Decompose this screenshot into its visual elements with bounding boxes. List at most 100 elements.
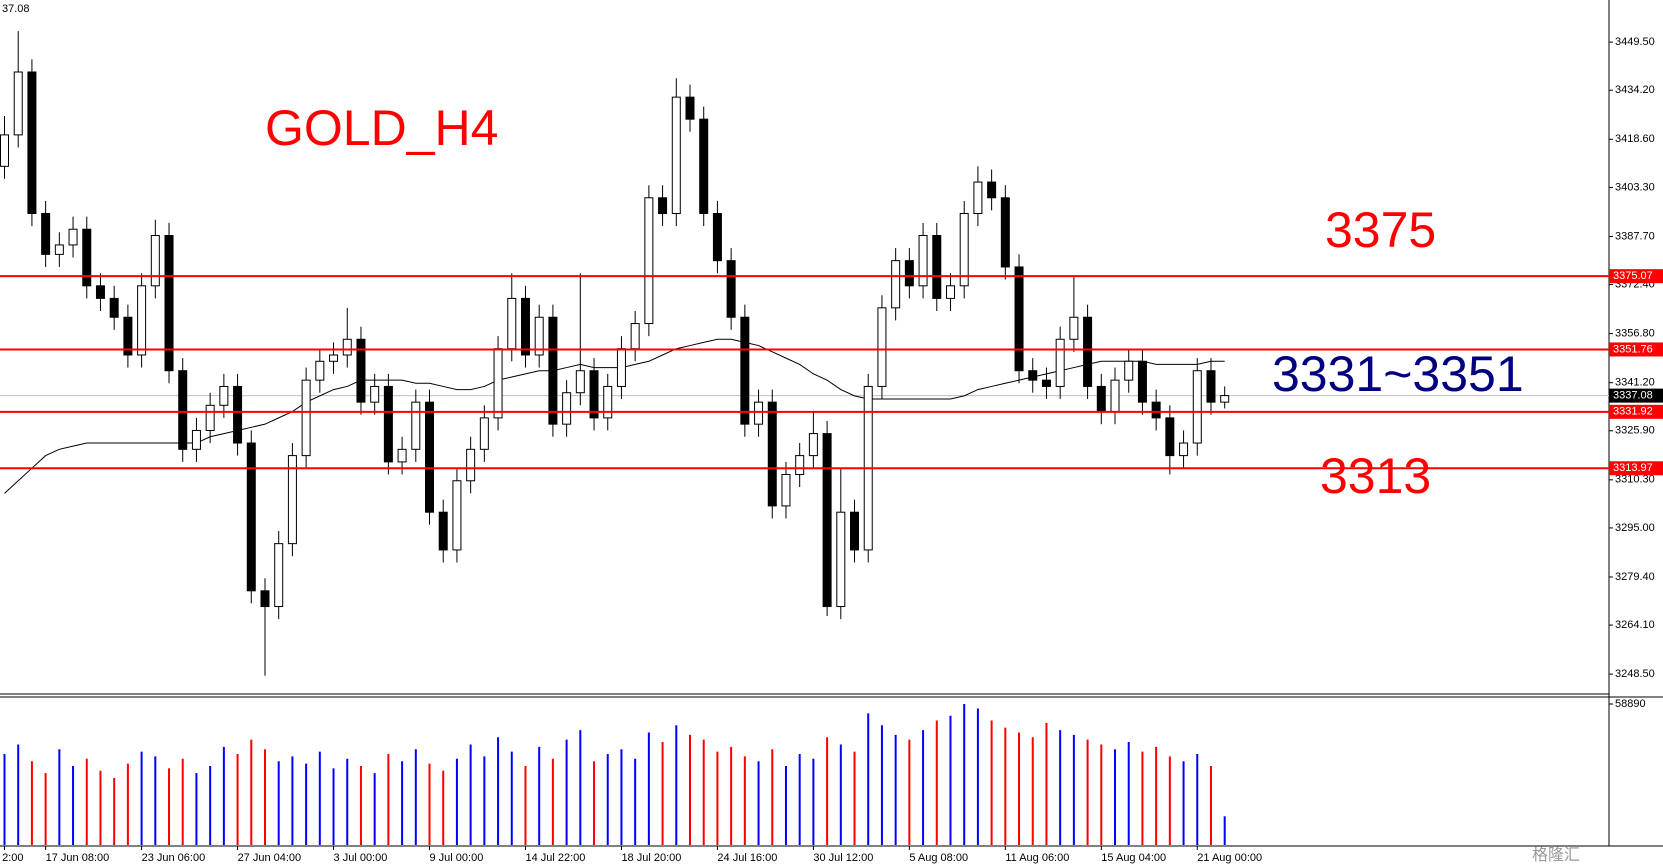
y-tick-label: 3264.10 [1615,619,1655,631]
y-tick-label: 3403.30 [1615,181,1655,193]
candle-body [740,316,750,425]
candle-body [877,307,887,387]
candle-body [1028,370,1038,381]
x-tick-label: 24 Jul 16:00 [717,852,777,864]
candle-body [658,197,668,214]
candle-body [1137,360,1147,403]
candle-body [438,511,448,551]
y-tick-label: 3295.00 [1615,522,1655,534]
y-tick-label: 3248.50 [1615,668,1655,680]
candle-body [1096,385,1106,413]
candle-body [671,96,681,214]
candle-body [781,473,791,507]
candle-body [534,316,544,356]
candle-body [452,480,462,551]
candle-body [1179,442,1189,457]
candle-body [1220,395,1230,403]
y-tick-label: 3279.40 [1615,571,1655,583]
candle-body [68,228,78,246]
annotation: 3331~3351 [1272,346,1524,402]
candle-body [1165,417,1175,457]
level-label: 3375.07 [1613,270,1653,282]
annotation: 3375 [1325,202,1436,258]
candle-body [479,417,489,450]
candle-body [315,360,325,381]
y-tick-label: 3341.20 [1615,377,1655,389]
candle-body [301,379,311,457]
y-tick-label: 3325.90 [1615,425,1655,437]
last-price-box [1609,388,1663,403]
y-tick-label: 3310.30 [1615,474,1655,486]
candle-body [575,370,585,394]
candle-body [137,285,147,356]
candle-body [1206,370,1216,403]
candle-body [959,212,969,287]
candle-body [342,338,352,356]
x-tick-label: 23 Jun 06:00 [142,852,206,864]
level-label: 3331.92 [1613,406,1653,418]
candle-body [411,401,421,450]
candle-body [836,511,846,608]
x-tick-label: 5 Aug 08:00 [909,852,968,864]
volume-tick-label: 58890 [1615,698,1646,710]
candle-body [397,448,407,463]
candle-body [425,401,435,513]
candle-body [1124,360,1134,381]
x-tick-label: 18 Jul 20:00 [621,852,681,864]
candle-body [260,590,270,608]
candle-body [754,401,764,425]
candle-body [630,323,640,350]
candle-body [1192,370,1202,444]
chart-title: GOLD_H4 [265,100,498,156]
candle-body [562,392,572,425]
candle-body [520,297,530,356]
y-tick-label: 3356.80 [1615,328,1655,340]
candle-body [13,71,23,136]
candle-body [329,354,339,362]
x-tick-label: 11 Aug 06:00 [1005,852,1069,864]
candle-body [685,96,695,120]
candle-body [205,404,215,431]
candle-body [850,511,860,551]
candle-body [918,235,928,287]
candle-body [370,385,380,403]
y-tick-label: 3387.70 [1615,230,1655,242]
candle-body [0,134,9,167]
candle-body [493,348,503,419]
candle-body [1000,197,1010,268]
candle-body [109,297,119,318]
candle-body [178,370,188,450]
candle-body [822,433,832,608]
candle-body [1041,379,1051,387]
candle-body [808,433,818,457]
candle-body [219,385,229,406]
candle-body [987,181,997,199]
candle-body [589,370,599,419]
candle-body [1151,401,1161,419]
candle-body [1110,379,1120,413]
candle-body [233,385,243,444]
candle-body [82,228,92,287]
candle-body [795,455,805,475]
level-label-box [1609,342,1663,357]
candle-body [246,442,256,592]
candle-body [54,244,64,255]
x-tick-label: 27 Jun 04:00 [238,852,302,864]
candle-body [383,385,393,463]
candle-body [150,235,160,287]
x-tick-label: 21 Aug 00:00 [1197,852,1262,864]
y-tick-label: 3434.20 [1615,84,1655,96]
candle-body [95,285,105,299]
level-label-box [1609,461,1663,476]
candle-body [904,260,914,287]
x-tick-label: 14 Jul 22:00 [525,852,585,864]
candle-body [1055,338,1065,387]
candle-body [356,338,366,403]
candle-body [767,401,777,507]
x-tick-label: 15 Aug 04:00 [1101,852,1166,864]
level-label-box [1609,269,1663,284]
level-label: 3351.76 [1613,343,1653,355]
level-label: 3313.97 [1613,462,1653,474]
candle-body [466,448,476,482]
